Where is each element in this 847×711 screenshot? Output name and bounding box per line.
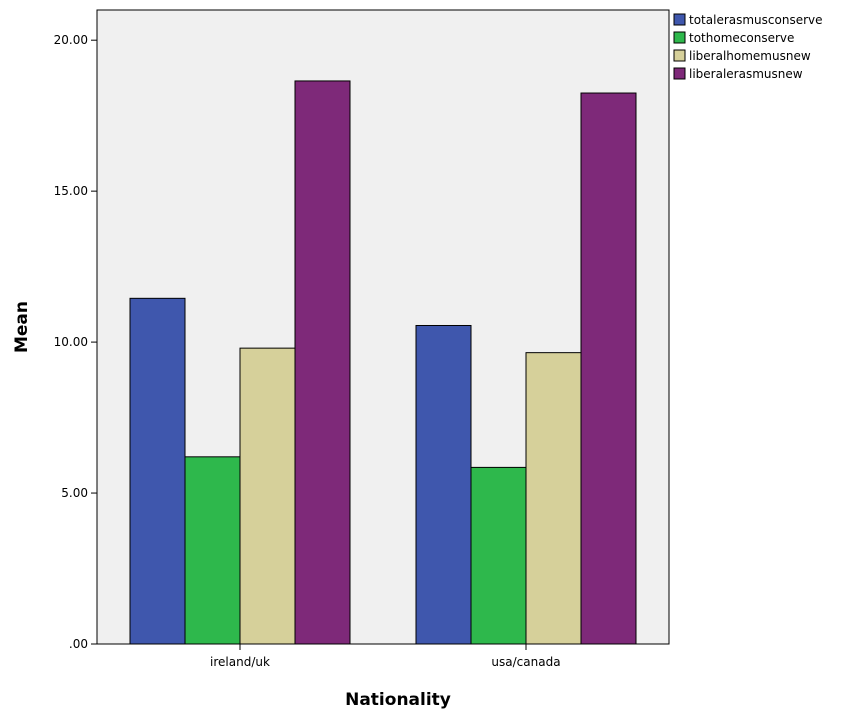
legend-label-tothomeconserve: tothomeconserve xyxy=(689,31,794,45)
legend-label-liberalerasmusnew: liberalerasmusnew xyxy=(689,67,803,81)
x-axis: ireland/uk usa/canada xyxy=(210,644,561,669)
y-tick-label: 15.00 xyxy=(54,184,88,198)
legend-label-totalerasmusconserve: totalerasmusconserve xyxy=(689,13,823,27)
y-tick-label: 5.00 xyxy=(61,486,88,500)
bar-tothomeconserve-ireland-uk xyxy=(184,456,241,645)
x-tick-label: ireland/uk xyxy=(210,655,270,669)
bar-liberalhomemusnew-ireland-uk xyxy=(239,347,296,645)
x-tick-label: usa/canada xyxy=(491,655,560,669)
bars-group xyxy=(129,80,637,645)
legend-swatch-liberalhomemusnew xyxy=(673,49,686,62)
y-tick-label: .00 xyxy=(69,637,88,651)
bar-liberalerasmusnew-usa-canada xyxy=(580,92,637,645)
legend: totalerasmusconserve tothomeconserve liber… xyxy=(673,13,823,81)
bar-tothomeconserve-usa-canada xyxy=(470,466,527,645)
y-tick-label: 20.00 xyxy=(54,33,88,47)
bar-totalerasmusconserve-usa-canada xyxy=(415,324,472,645)
bar-liberalerasmusnew-ireland-uk xyxy=(294,80,351,645)
legend-swatch-liberalerasmusnew xyxy=(673,67,686,80)
bar-liberalhomemusnew-usa-canada xyxy=(525,352,582,645)
y-tick-label: 10.00 xyxy=(54,335,88,349)
y-axis: .00 5.00 10.00 15.00 20.00 xyxy=(54,33,97,651)
legend-label-liberalhomemusnew: liberalhomemusnew xyxy=(689,49,811,63)
legend-swatch-tothomeconserve xyxy=(673,31,686,44)
legend-swatch-totalerasmusconserve xyxy=(673,13,686,26)
bar-totalerasmusconserve-ireland-uk xyxy=(129,297,186,645)
x-axis-title: Nationality xyxy=(345,690,451,710)
y-axis-title: Mean xyxy=(12,301,32,353)
